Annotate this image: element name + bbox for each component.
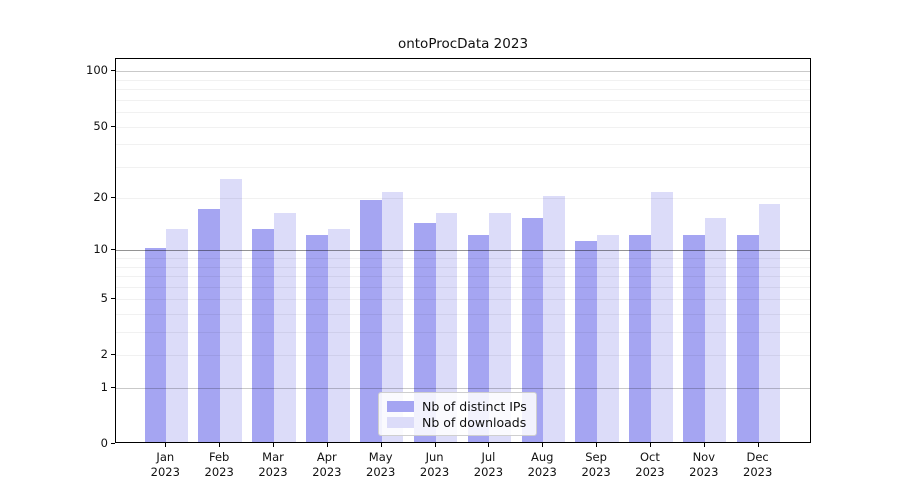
gridline	[116, 89, 810, 91]
gridline	[116, 166, 810, 168]
y-tick-mark	[111, 249, 115, 251]
bar-apr-distinct-ips	[306, 234, 328, 442]
gridline	[116, 299, 810, 301]
bar-jul-distinct-ips	[467, 234, 490, 442]
legend-row: Nb of downloads	[387, 414, 527, 430]
bar-feb-downloads	[220, 178, 242, 442]
y-tick-label: 20	[93, 190, 108, 205]
y-tick-label: 2	[100, 347, 108, 362]
x-tick-label-jan: Jan 2023	[150, 450, 180, 479]
y-tick-mark	[111, 298, 115, 300]
x-tick-mark	[380, 443, 382, 447]
bar-oct-downloads	[650, 192, 673, 442]
gridline	[116, 144, 810, 146]
bar-jun-downloads	[435, 213, 458, 442]
x-tick-label-aug: Aug 2023	[527, 450, 557, 479]
bar-aug-downloads	[543, 196, 565, 442]
x-tick-label-jul: Jul 2023	[473, 450, 504, 479]
y-tick-mark	[111, 443, 115, 444]
gridline	[116, 314, 810, 316]
y-tick-label: 50	[93, 118, 108, 133]
bar-feb-distinct-ips	[198, 208, 221, 442]
gridline	[116, 266, 810, 268]
legend: Nb of distinct IPs Nb of downloads	[378, 392, 537, 436]
x-tick-label-mar: Mar 2023	[258, 450, 288, 479]
x-tick-mark	[273, 443, 274, 447]
x-tick-mark	[488, 443, 490, 447]
legend-swatch-distinct-ips	[387, 400, 414, 412]
bar-may-downloads	[381, 192, 404, 442]
bar-sep-downloads	[597, 234, 619, 442]
gridline	[116, 99, 810, 101]
gridline	[116, 332, 810, 334]
y-tick-label: 10	[93, 242, 108, 257]
y-tick-label: 100	[86, 63, 108, 78]
x-tick-label-dec: Dec 2023	[743, 450, 773, 479]
gridline	[116, 126, 810, 128]
gridline	[116, 258, 810, 260]
x-tick-mark	[649, 443, 651, 447]
bar-mar-downloads	[274, 213, 296, 442]
x-tick-label-feb: Feb 2023	[204, 450, 234, 479]
y-tick-mark	[111, 197, 115, 199]
gridline	[116, 71, 810, 73]
y-tick-mark	[111, 70, 115, 72]
x-tick-label-nov: Nov 2023	[689, 450, 719, 479]
x-tick-mark	[326, 443, 328, 447]
bar-dec-distinct-ips	[736, 234, 759, 442]
x-tick-mark	[542, 443, 544, 447]
y-tick-label: 0	[100, 436, 108, 450]
bar-sep-distinct-ips	[575, 241, 598, 442]
x-tick-label-apr: Apr 2023	[312, 450, 342, 479]
bar-nov-downloads	[704, 218, 727, 442]
gridline	[116, 79, 810, 81]
bar-jul-downloads	[489, 213, 512, 442]
x-tick-mark	[596, 443, 598, 447]
gridline	[116, 355, 810, 357]
x-tick-label-jun: Jun 2023	[419, 450, 450, 479]
x-tick-mark	[219, 443, 221, 447]
bar-aug-distinct-ips	[521, 218, 544, 442]
gridline	[116, 286, 810, 288]
bar-may-distinct-ips	[360, 200, 382, 442]
x-tick-label-sep: Sep 2023	[581, 450, 611, 479]
gridline	[116, 112, 810, 114]
x-tick-mark	[703, 443, 705, 447]
gridline	[116, 198, 810, 200]
bar-jan-distinct-ips	[144, 248, 167, 442]
bar-apr-downloads	[327, 228, 350, 442]
y-tick-mark	[111, 387, 115, 389]
legend-label-downloads: Nb of downloads	[422, 414, 527, 430]
x-tick-label-oct: Oct 2023	[635, 450, 665, 479]
x-tick-mark	[434, 443, 436, 447]
bar-nov-distinct-ips	[683, 234, 705, 442]
gridline	[116, 276, 810, 278]
y-tick-label: 5	[100, 291, 108, 306]
y-tick-mark	[111, 354, 115, 356]
gridline	[116, 388, 810, 390]
plot-area: Nb of distinct IPs Nb of downloads	[115, 58, 811, 443]
y-tick-label: 1	[100, 380, 108, 395]
bar-jun-distinct-ips	[413, 223, 436, 442]
x-tick-label-may: May 2023	[366, 450, 396, 479]
bar-oct-distinct-ips	[629, 234, 651, 442]
legend-swatch-downloads	[387, 416, 414, 428]
legend-row: Nb of distinct IPs	[387, 398, 527, 414]
bar-dec-downloads	[758, 204, 781, 442]
y-tick-mark	[111, 125, 115, 127]
gridline	[116, 250, 810, 252]
x-tick-mark	[165, 443, 167, 447]
legend-label-distinct-ips: Nb of distinct IPs	[422, 398, 527, 414]
bar-jan-downloads	[166, 228, 188, 442]
chart-title: ontoProcData 2023	[397, 36, 529, 52]
bar-mar-distinct-ips	[252, 228, 274, 442]
x-tick-mark	[757, 443, 759, 447]
